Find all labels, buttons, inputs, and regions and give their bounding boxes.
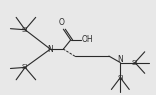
Text: Si: Si	[22, 27, 28, 33]
Text: O: O	[59, 18, 65, 27]
Text: Si: Si	[117, 75, 124, 81]
Text: OH: OH	[82, 35, 93, 44]
Text: N: N	[47, 45, 53, 54]
Text: Si: Si	[132, 60, 138, 66]
Text: N: N	[117, 55, 123, 64]
Text: Si: Si	[22, 64, 28, 70]
